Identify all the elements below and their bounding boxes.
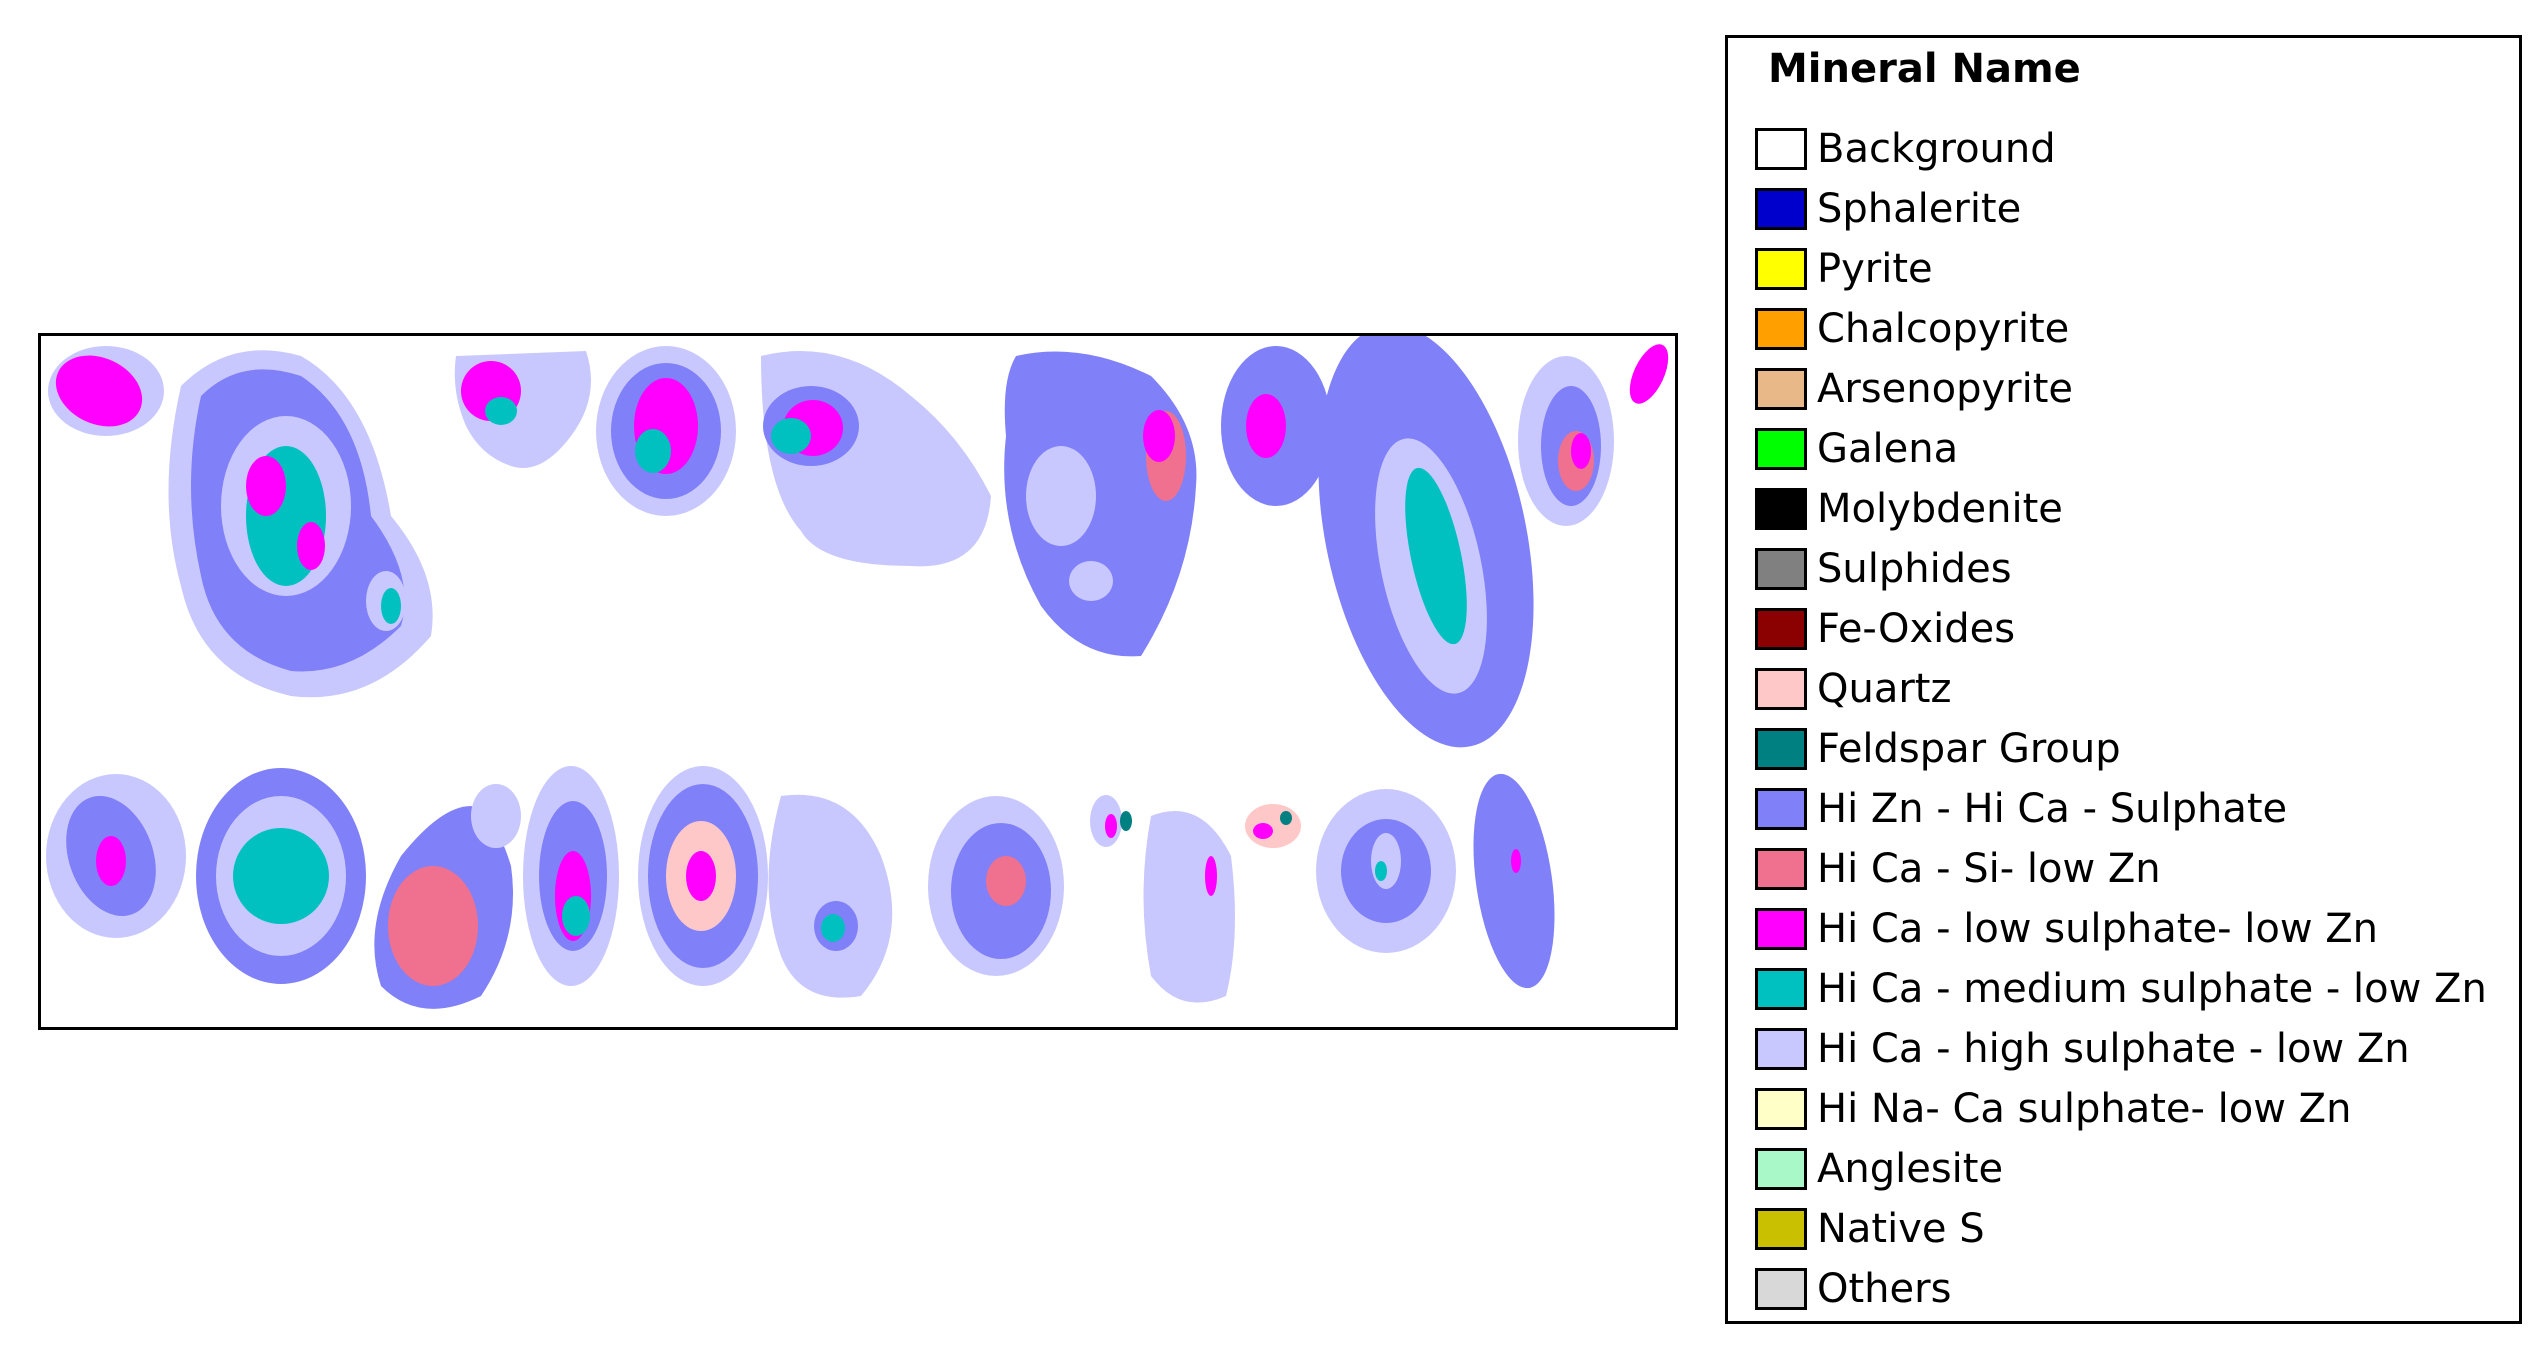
legend-item: Hi Ca - Si- low Zn	[1755, 839, 2487, 899]
legend-item: Pyrite	[1755, 239, 2487, 299]
legend-swatch	[1755, 1088, 1807, 1130]
legend-swatch	[1755, 488, 1807, 530]
legend-item: Fe-Oxides	[1755, 599, 2487, 659]
particle-19	[1143, 811, 1235, 1003]
legend-swatch	[1755, 248, 1807, 290]
legend-label: Hi Ca - Si- low Zn	[1817, 846, 2161, 892]
legend-label: Pyrite	[1817, 246, 1933, 292]
legend-swatch	[1755, 548, 1807, 590]
mineral-particle-map	[46, 336, 1669, 1009]
particle-4	[596, 346, 736, 516]
legend-item: Molybdenite	[1755, 479, 2487, 539]
legend-swatch	[1755, 728, 1807, 770]
legend-swatch	[1755, 308, 1807, 350]
particle-6	[1004, 351, 1197, 657]
legend-label: Background	[1817, 126, 2056, 172]
legend-item: Hi Ca - low sulphate- low Zn	[1755, 899, 2487, 959]
legend-item: Hi Na- Ca sulphate- low Zn	[1755, 1079, 2487, 1139]
legend-list: Background Sphalerite Pyrite Chalcopyrite Ar…	[1755, 119, 2487, 1319]
legend-item: Feldspar Group	[1755, 719, 2487, 779]
legend-label: Sphalerite	[1817, 186, 2022, 232]
particle-10	[1629, 344, 1669, 404]
particle-11	[46, 774, 186, 938]
legend-label: Hi Zn - Hi Ca - Sulphate	[1817, 786, 2288, 832]
legend-swatch	[1755, 668, 1807, 710]
legend-item: Galena	[1755, 419, 2487, 479]
legend-item: Others	[1755, 1259, 2487, 1319]
legend-swatch	[1755, 1148, 1807, 1190]
legend-item: Sulphides	[1755, 539, 2487, 599]
legend-swatch	[1755, 1208, 1807, 1250]
legend-label: Quartz	[1817, 666, 1952, 712]
legend-item: Native S	[1755, 1199, 2487, 1259]
legend-label: Arsenopyrite	[1817, 366, 2073, 412]
particle-3	[454, 351, 591, 468]
legend-item: Hi Ca - high sulphate - low Zn	[1755, 1019, 2487, 1079]
legend-swatch	[1755, 188, 1807, 230]
legend-item: Sphalerite	[1755, 179, 2487, 239]
legend-label: Anglesite	[1817, 1146, 2004, 1192]
legend-title: Mineral Name	[1768, 46, 2081, 92]
legend-swatch	[1755, 368, 1807, 410]
legend-label: Fe-Oxides	[1817, 606, 2016, 652]
particle-8	[1318, 336, 1534, 748]
legend-swatch	[1755, 1268, 1807, 1310]
particle-12	[196, 768, 366, 984]
particle-7	[1221, 346, 1331, 506]
legend-item: Quartz	[1755, 659, 2487, 719]
particle-22	[1473, 773, 1555, 989]
legend-label: Others	[1817, 1266, 1952, 1312]
legend-label: Sulphides	[1817, 546, 2012, 592]
legend-label: Hi Na- Ca sulphate- low Zn	[1817, 1086, 2352, 1132]
legend-swatch	[1755, 428, 1807, 470]
legend-swatch	[1755, 128, 1807, 170]
legend-swatch	[1755, 908, 1807, 950]
legend-label: Chalcopyrite	[1817, 306, 2070, 352]
legend-label: Native S	[1817, 1206, 1985, 1252]
legend-box: Mineral Name Background Sphalerite Pyrite C…	[1725, 35, 2522, 1324]
particle-2	[168, 350, 433, 698]
particle-15	[638, 766, 768, 986]
legend-label: Molybdenite	[1817, 486, 2063, 532]
particle-14	[523, 766, 619, 986]
particle-1	[48, 346, 164, 436]
legend-item: Arsenopyrite	[1755, 359, 2487, 419]
legend-item: Anglesite	[1755, 1139, 2487, 1199]
legend-label: Feldspar Group	[1817, 726, 2121, 772]
legend-label: Hi Ca - medium sulphate - low Zn	[1817, 966, 2487, 1012]
particle-21	[1316, 789, 1456, 953]
particle-5	[761, 351, 991, 567]
legend-item: Background	[1755, 119, 2487, 179]
particle-9	[1518, 356, 1614, 526]
legend-swatch	[1755, 788, 1807, 830]
legend-swatch	[1755, 848, 1807, 890]
legend-swatch	[1755, 968, 1807, 1010]
legend-label: Galena	[1817, 426, 1959, 472]
particle-17	[928, 796, 1064, 976]
particle-16	[768, 794, 893, 998]
legend-label: Hi Ca - low sulphate- low Zn	[1817, 906, 2378, 952]
legend-item: Hi Ca - medium sulphate - low Zn	[1755, 959, 2487, 1019]
particle-20	[1245, 804, 1301, 848]
legend-label: Hi Ca - high sulphate - low Zn	[1817, 1026, 2410, 1072]
particle-18	[1090, 795, 1132, 847]
particle-13	[374, 784, 521, 1009]
legend-swatch	[1755, 608, 1807, 650]
mineral-map-panel	[38, 333, 1678, 1030]
legend-item: Chalcopyrite	[1755, 299, 2487, 359]
legend-swatch	[1755, 1028, 1807, 1070]
legend-item: Hi Zn - Hi Ca - Sulphate	[1755, 779, 2487, 839]
